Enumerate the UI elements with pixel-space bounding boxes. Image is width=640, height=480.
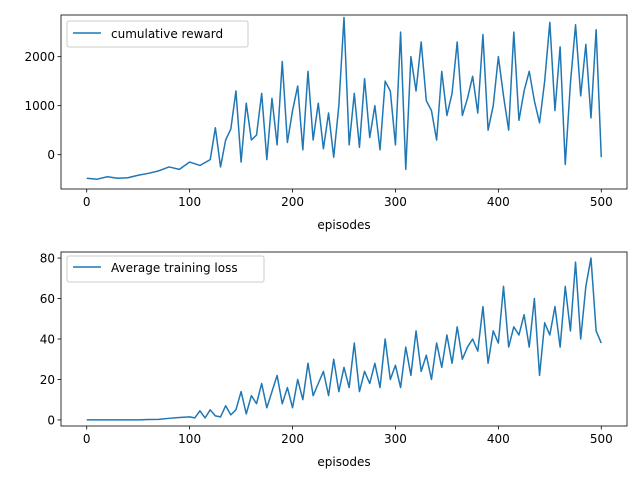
- bottom-ytick-label-4: 80: [40, 252, 55, 266]
- bottom-plot-xlabel: episodes: [317, 455, 370, 469]
- bottom-xtick-label-4: 400: [487, 432, 510, 446]
- top-plot: 0 100 200 300 400 500 0 1000 2000 episod…: [24, 14, 628, 232]
- top-xtick-label-3: 300: [384, 195, 407, 209]
- bottom-ytick-label-0: 0: [47, 413, 55, 427]
- bottom-plot-line: [86, 257, 602, 421]
- bottom-ytick-label-1: 20: [40, 373, 55, 387]
- bottom-plot-legend: Average training loss: [66, 255, 265, 283]
- bottom-plot-yticks: 0 20 40 60 80: [40, 252, 61, 427]
- top-plot-line: [86, 16, 603, 180]
- top-ytick-label-0: 0: [47, 148, 55, 162]
- top-xtick-label-5: 500: [590, 195, 613, 209]
- top-legend-label: cumulative reward: [111, 27, 223, 41]
- bottom-xtick-label-1: 100: [178, 432, 201, 446]
- top-plot-xlabel: episodes: [317, 218, 370, 232]
- top-ytick-label-1: 1000: [24, 99, 55, 113]
- top-ytick-label-2: 2000: [24, 50, 55, 64]
- top-xtick-label-1: 100: [178, 195, 201, 209]
- bottom-xtick-label-2: 200: [281, 432, 304, 446]
- top-legend-box: [66, 20, 249, 48]
- top-xtick-label-0: 0: [83, 195, 91, 209]
- bottom-xtick-label-0: 0: [83, 432, 91, 446]
- bottom-ytick-label-2: 40: [40, 333, 55, 347]
- top-plot-yticks: 0 1000 2000: [24, 50, 61, 162]
- bottom-plot-xticks: 0 100 200 300 400 500: [83, 426, 613, 446]
- bottom-xtick-label-5: 500: [590, 432, 613, 446]
- top-xtick-label-2: 200: [281, 195, 304, 209]
- top-plot-xticks: 0 100 200 300 400 500: [83, 189, 613, 209]
- top-plot-legend: cumulative reward: [66, 20, 249, 48]
- top-xtick-label-4: 400: [487, 195, 510, 209]
- bottom-xtick-label-3: 300: [384, 432, 407, 446]
- bottom-legend-box: [66, 255, 265, 283]
- bottom-legend-label: Average training loss: [111, 261, 238, 275]
- top-plot-frame: [60, 14, 628, 190]
- bottom-plot: 0 100 200 300 400 500 0 20 40 60 80 epis…: [40, 252, 628, 469]
- bottom-ytick-label-3: 60: [40, 292, 55, 306]
